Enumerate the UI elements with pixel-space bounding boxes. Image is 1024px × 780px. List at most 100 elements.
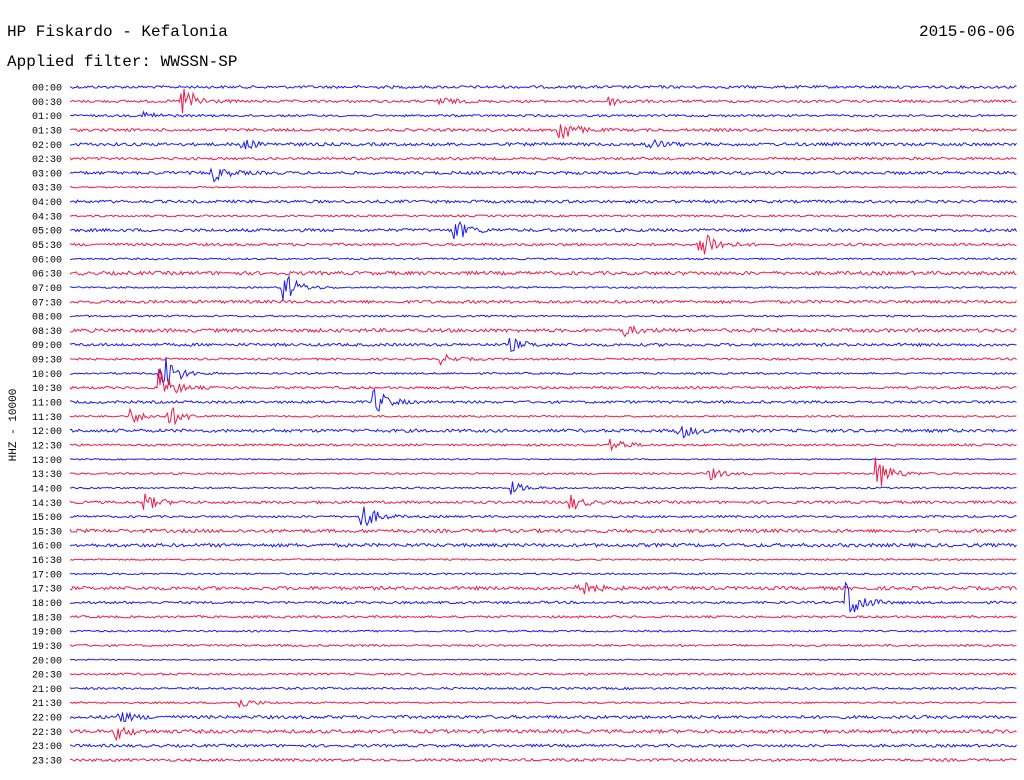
time-label: 05:00: [32, 227, 62, 238]
trace: [69, 686, 1017, 691]
trace: [69, 270, 1017, 277]
date: 2015-06-06: [919, 23, 1015, 41]
time-label: 12:30: [32, 441, 62, 452]
trace: [69, 458, 1017, 461]
time-label: 11:30: [32, 413, 62, 424]
trace: [69, 156, 1017, 161]
time-label: 16:30: [32, 556, 62, 567]
trace: [69, 558, 1017, 561]
time-label: 06:30: [32, 270, 62, 281]
time-label: 04:00: [32, 198, 62, 209]
trace: [69, 581, 1017, 614]
trace: [69, 199, 1017, 204]
time-label: 18:30: [32, 613, 62, 624]
trace: [69, 424, 1017, 439]
time-label: 07:30: [32, 298, 62, 309]
time-label: 08:30: [32, 327, 62, 338]
trace: [69, 506, 1017, 527]
trace: [70, 110, 1017, 118]
trace: [69, 324, 1017, 338]
time-label: 01:30: [32, 126, 62, 137]
trace: [69, 698, 1017, 709]
time-label: 23:00: [32, 742, 62, 753]
time-label: 06:00: [32, 255, 62, 266]
time-label: 09:30: [32, 356, 62, 367]
time-label: 03:00: [32, 169, 62, 180]
time-label: 21:30: [32, 699, 62, 710]
time-label: 08:00: [32, 313, 62, 324]
trace: [69, 711, 1017, 723]
time-label: 10:30: [32, 384, 62, 395]
traces: [69, 84, 1017, 763]
trace: [69, 139, 1017, 150]
time-label: 14:30: [32, 499, 62, 510]
time-label: 18:00: [32, 599, 62, 610]
trace: [69, 629, 1017, 633]
trace: [69, 275, 1017, 301]
trace: [69, 185, 1017, 189]
trace: [70, 357, 1017, 385]
trace: [69, 299, 1017, 305]
trace: [69, 457, 1017, 487]
trace: [69, 581, 1017, 595]
time-label: 19:30: [32, 642, 62, 653]
trace: [69, 726, 1017, 742]
trace: [69, 388, 1017, 412]
trace: [69, 167, 1017, 183]
trace: [69, 257, 1017, 261]
time-label: 22:30: [32, 728, 62, 739]
trace: [69, 743, 1017, 748]
time-label: 15:00: [32, 513, 62, 524]
time-label: 13:00: [32, 456, 62, 467]
time-label: 23:30: [32, 757, 62, 768]
time-label: 00:30: [32, 98, 62, 109]
title: HP Fiskardo - Kefalonia: [7, 23, 228, 41]
trace: [69, 337, 1017, 353]
trace: [69, 572, 1017, 576]
time-label: 07:00: [32, 284, 62, 295]
trace: [69, 124, 1017, 139]
time-label: 04:30: [32, 212, 62, 223]
trace: [69, 481, 1017, 495]
trace: [70, 757, 1017, 763]
time-label: 03:30: [32, 184, 62, 195]
time-label: 14:00: [32, 484, 62, 495]
trace: [69, 542, 1017, 549]
time-label: 21:00: [32, 685, 62, 696]
trace: [69, 314, 1017, 318]
time-label: 13:30: [32, 470, 62, 481]
trace: [69, 234, 1017, 255]
time-label: 19:00: [32, 628, 62, 639]
trace: [69, 406, 1017, 426]
time-label: 09:00: [32, 341, 62, 352]
time-label: 17:00: [32, 570, 62, 581]
trace: [69, 214, 1017, 218]
time-label: 20:00: [32, 656, 62, 667]
trace: [69, 493, 1017, 510]
trace: [69, 369, 1017, 394]
trace: [69, 658, 1017, 662]
time-label: 15:30: [32, 527, 62, 538]
trace: [69, 438, 1017, 452]
trace: [69, 614, 1017, 619]
filter-label: Applied filter: WWSSN-SP: [7, 53, 237, 71]
time-label: 00:00: [32, 84, 62, 95]
trace: [70, 220, 1017, 240]
time-label: 12:00: [32, 427, 62, 438]
time-label: 02:30: [32, 155, 62, 166]
channel-label: HHZ - 10000: [8, 389, 20, 462]
trace: [69, 643, 1017, 648]
trace: [69, 353, 1017, 367]
time-label: 05:30: [32, 241, 62, 252]
trace: [69, 527, 1017, 534]
time-label: 11:00: [32, 399, 62, 410]
time-label: 22:00: [32, 714, 62, 725]
time-label: 01:00: [32, 112, 62, 123]
time-label: 02:00: [32, 141, 62, 152]
trace: [69, 672, 1017, 677]
trace: [69, 88, 1017, 114]
time-label: 20:30: [32, 671, 62, 682]
time-label: 10:00: [32, 370, 62, 381]
